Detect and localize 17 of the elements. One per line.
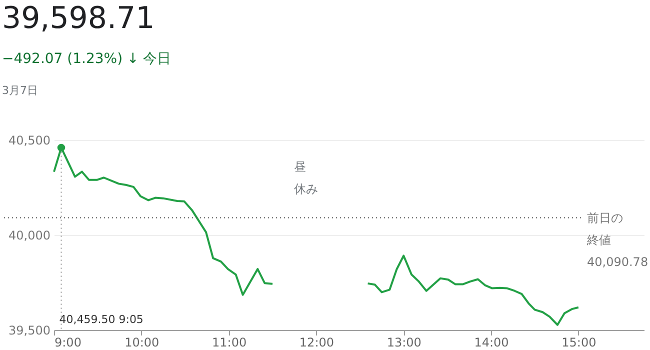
text: 3月7日	[2, 84, 38, 97]
y-tick-label: 39,500	[8, 324, 50, 338]
x-tick-label: 14:00	[474, 336, 509, 350]
x-tick-label: 10:00	[124, 336, 160, 350]
annotation: 休み	[294, 182, 318, 196]
x-tick-label: 11:00	[212, 336, 247, 350]
x-tick-label: 15:00	[562, 336, 596, 350]
y-tick-label: 40,000	[8, 228, 50, 242]
chart-subtitle: −492.07 (1.23%) ↓ 今日	[2, 51, 172, 67]
chart-title: 39,598.71	[2, 1, 155, 36]
annotation: 昼	[294, 160, 306, 174]
x-tick-label: 12:00	[299, 336, 334, 350]
y-tick-label: 40,500	[8, 134, 50, 148]
annotation: 40,459.50 9:05	[59, 313, 144, 326]
x-tick-label: 13:00	[386, 336, 422, 350]
x-tick-label: 9:00	[54, 336, 82, 350]
ref-line-label: 前日の終値 40,090.78	[586, 210, 648, 269]
